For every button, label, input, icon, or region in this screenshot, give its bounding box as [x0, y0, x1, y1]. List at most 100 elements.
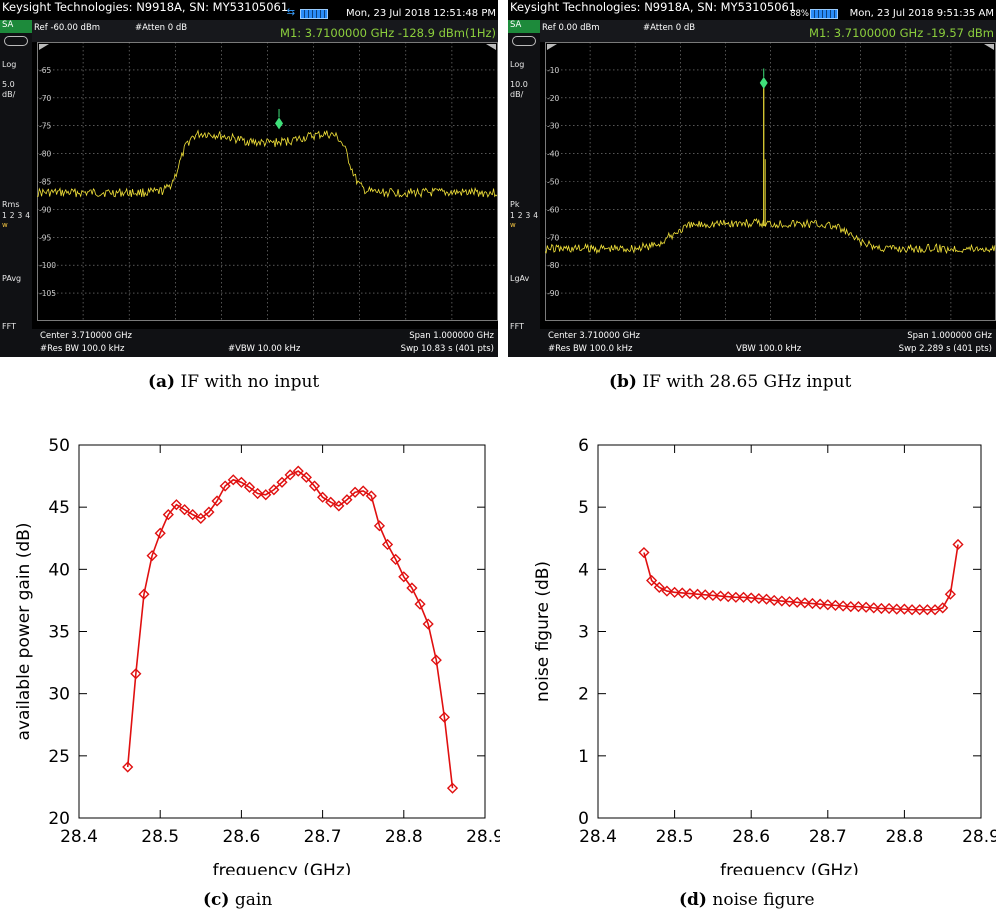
y-tick-label: 2 — [578, 685, 589, 705]
spectrum-screenshot-a: Keysight Technologies: N9918A, SN: MY531… — [0, 0, 498, 357]
y-tick-label: -10 — [547, 66, 559, 75]
data-point — [178, 504, 191, 516]
mode-tag: SA — [0, 20, 32, 33]
y-tick-label: -70 — [547, 233, 559, 242]
data-point — [187, 509, 199, 521]
scale-div-value: 5.0 — [2, 80, 15, 89]
y-tick-label: -100 — [39, 261, 56, 270]
battery-icon — [810, 9, 838, 19]
x-tick-label: 28.6 — [732, 827, 770, 847]
series-line — [126, 470, 454, 789]
ref-marker-left — [39, 44, 49, 50]
x-tick-label: 28.5 — [141, 827, 179, 847]
preset-icon — [4, 36, 28, 46]
data-point — [414, 598, 426, 610]
y-tick-label: 5 — [578, 498, 589, 518]
data-point — [875, 602, 888, 615]
x-tick-label: 28.9 — [962, 827, 996, 847]
caption-d-letter: (d) — [679, 890, 707, 910]
marker-readout: M1: 3.7100000 GHz -128.9 dBm(1Hz) — [280, 26, 496, 40]
spectrum-trace-area-b: -10 -20 -30 -40 -50 -60 -70 -80 -90 — [545, 42, 996, 321]
datetime: Mon, 23 Jul 2018 12:51:48 PM — [346, 8, 496, 19]
caption-b-letter: (b) — [609, 372, 637, 392]
trace-numbers: 1 2 3 4 — [510, 211, 539, 220]
data-point — [944, 588, 956, 600]
y-tick-label: -85 — [39, 178, 51, 187]
marker-diamond — [275, 117, 284, 130]
fft-label: FFT — [510, 322, 524, 331]
video-bandwidth: #VBW 10.00 kHz — [228, 344, 301, 354]
data-point — [829, 599, 842, 611]
scale-div-unit: dB/ — [2, 90, 16, 99]
y-tick-label: -80 — [39, 150, 51, 159]
y-tick-label: 4 — [578, 560, 589, 580]
data-point — [753, 592, 765, 605]
y-tick-label: -80 — [547, 261, 559, 270]
y-tick-label: -40 — [547, 150, 559, 159]
marker-diamond — [759, 76, 768, 89]
data-point — [333, 500, 345, 512]
data-point — [219, 480, 231, 492]
data-point — [390, 553, 402, 565]
span: Span 1.000000 GHz — [907, 331, 992, 341]
x-axis-label: frequency (GHz) — [720, 861, 859, 875]
ref-info-bar: Ref 0.00 dBm #Atten 0 dB M1: 3.7100000 G… — [540, 20, 996, 42]
data-point — [406, 582, 418, 594]
y-tick-label: -65 — [39, 66, 51, 75]
ref-level: Ref 0.00 dBm — [542, 23, 600, 33]
data-point — [373, 520, 386, 532]
center-frequency: Center 3.710000 GHz — [548, 331, 641, 341]
y-tick-label: 45 — [48, 498, 70, 518]
data-point — [195, 512, 207, 524]
data-point — [162, 509, 174, 521]
y-tick-label: -70 — [39, 94, 51, 103]
detector: Pk — [510, 200, 520, 209]
trace-numbers: 1 2 3 4 — [2, 211, 31, 220]
x-tick-label: 28.9 — [466, 827, 500, 847]
data-point — [211, 495, 223, 507]
ref-level: Ref -60.00 dBm — [34, 23, 101, 33]
data-point — [381, 538, 394, 551]
data-point — [446, 782, 459, 794]
data-point — [284, 469, 296, 481]
caption-c-text: gain — [234, 890, 273, 910]
ref-info-bar: Ref -60.00 dBm #Atten 0 dB M1: 3.7100000… — [32, 20, 498, 42]
fft-label: FFT — [2, 322, 16, 331]
y-tick-label: -60 — [547, 205, 559, 214]
sweep-footer: Center 3.710000 GHz Span 1.000000 GHz #R… — [32, 329, 498, 357]
data-point — [317, 491, 329, 503]
data-point — [921, 604, 933, 616]
sweep-time: Swp 2.289 s (401 pts) — [898, 344, 992, 354]
data-point — [154, 527, 166, 539]
data-point — [707, 589, 719, 602]
data-point — [714, 590, 727, 602]
x-tick-label: 28.8 — [385, 827, 423, 847]
data-point — [722, 591, 734, 603]
data-point — [760, 593, 773, 605]
y-tick-label: 50 — [48, 436, 70, 456]
x-tick-label: 28.6 — [222, 827, 260, 847]
data-point — [341, 494, 353, 506]
instrument-title-bar: Keysight Technologies: N9918A, SN: MY531… — [0, 0, 498, 20]
y-tick-label: -90 — [547, 289, 559, 298]
y-axis-label: available power gain (dB) — [14, 523, 34, 741]
data-point — [146, 550, 158, 562]
data-point — [122, 761, 134, 773]
y-tick-label: -30 — [547, 122, 559, 131]
y-tick-label: -90 — [39, 205, 51, 214]
y-tick-label: -105 — [39, 289, 56, 298]
data-point — [822, 599, 834, 611]
y-tick-label: 20 — [48, 809, 70, 829]
y-tick-label: 6 — [578, 436, 589, 456]
scale-type: Log — [2, 60, 17, 69]
data-point — [422, 618, 434, 630]
data-point — [276, 476, 288, 488]
data-point — [676, 587, 688, 599]
series-line — [643, 544, 959, 611]
data-point — [325, 496, 337, 508]
caption-d: (d) noise figure — [679, 890, 815, 910]
caption-a: (a) IF with no input — [148, 372, 319, 392]
data-point — [292, 465, 304, 477]
data-point — [252, 487, 264, 500]
instrument-title-bar: Keysight Technologies: N9918A, SN: MY531… — [508, 0, 996, 20]
